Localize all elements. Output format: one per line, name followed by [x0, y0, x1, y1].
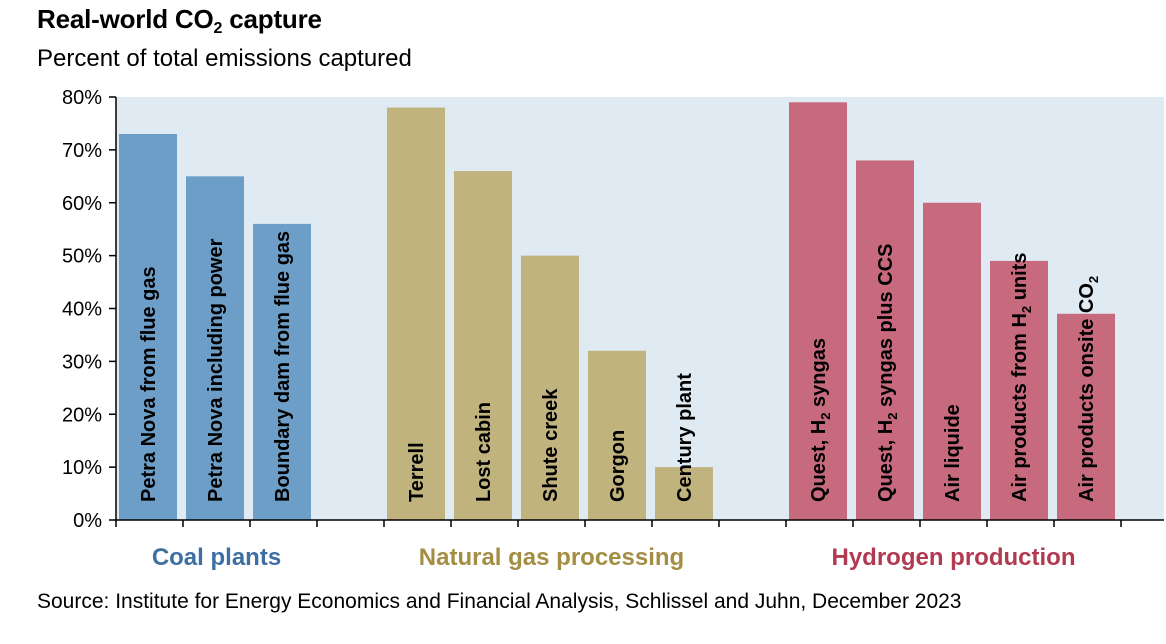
bar-label: Century plant	[674, 373, 696, 502]
bar-air-liquide	[923, 202, 981, 520]
group-label: Natural gas processing	[419, 544, 684, 571]
chart-title: Real-world CO2 capture	[37, 4, 322, 37]
y-tick-label: 30%	[62, 351, 102, 373]
bar-lost-cabin	[454, 171, 512, 520]
group-label: Coal plants	[152, 544, 281, 571]
bar-boundary-dam-from-flue-gas	[253, 223, 311, 520]
y-tick-label: 80%	[62, 87, 102, 109]
bar-century-plant	[655, 467, 713, 520]
bar-label: Air products onsite CO2​	[1076, 276, 1101, 502]
bar-label: Petra Nova from flue gas	[138, 266, 160, 502]
bar-quest-h2-syngas-plus-ccs	[856, 160, 914, 520]
y-tick-label: 60%	[62, 193, 102, 215]
bar-gorgon	[588, 350, 646, 520]
bar-air-products-onsite-co2	[1057, 313, 1115, 520]
bar-label: Quest, H2​ syngas	[808, 338, 833, 502]
bar-label: Quest, H2​ syngas plus CCS	[875, 244, 900, 502]
bar-shute-creek	[521, 255, 579, 520]
y-tick-label: 10%	[62, 457, 102, 479]
bar-air-products-from-h2-units	[990, 260, 1048, 520]
bar-label: Gorgon	[607, 430, 629, 502]
bar-label: Boundary dam from flue gas	[272, 231, 294, 502]
y-tick-label: 50%	[62, 246, 102, 268]
bar-terrell	[387, 107, 445, 520]
bar-label: Petra Nova including power	[205, 238, 227, 502]
group-label: Hydrogen production	[832, 544, 1076, 571]
y-tick-label: 70%	[62, 140, 102, 162]
bar-label: Shute creek	[540, 388, 562, 502]
y-tick-label: 20%	[62, 404, 102, 426]
chart-subtitle: Percent of total emissions captured	[37, 45, 412, 72]
bar-label: Air products from H2​ units	[1009, 253, 1034, 502]
bar-petra-nova-from-flue-gas	[119, 134, 177, 520]
bar-petra-nova-including-power	[186, 176, 244, 520]
y-tick-label: 0%	[73, 510, 102, 532]
bar-label: Terrell	[406, 442, 428, 502]
bar-label: Air liquide	[942, 404, 964, 502]
source-note: Source: Institute for Energy Economics a…	[37, 590, 962, 613]
bar-label: Lost cabin	[473, 402, 495, 502]
bar-quest-h2-syngas	[789, 102, 847, 520]
y-tick-label: 40%	[62, 299, 102, 321]
